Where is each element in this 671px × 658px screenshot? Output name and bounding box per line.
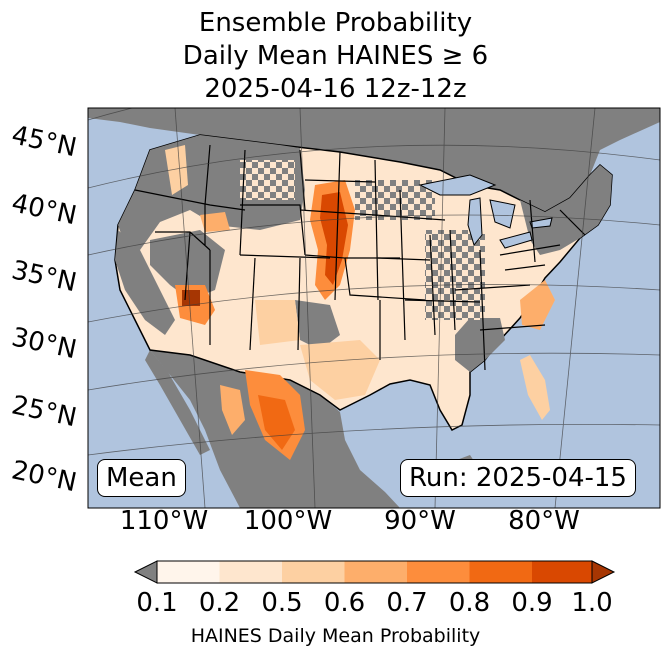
colorbar-tick-7: 0.9 <box>511 588 553 618</box>
prob-florida <box>520 355 550 420</box>
lon-label-80: 80°W <box>508 506 580 536</box>
colorbar-tick-5: 0.7 <box>386 588 428 618</box>
canada-land <box>88 108 660 212</box>
lake-superior <box>418 174 497 196</box>
nodata-northeast <box>520 165 612 255</box>
run-label-box: Run: 2025-04-15 <box>400 459 636 497</box>
title-line-2: Daily Mean HAINES ≥ 6 <box>182 41 489 71</box>
prob-baja <box>220 385 245 435</box>
lake-ontario <box>529 217 553 229</box>
colorbar-bin-3 <box>282 561 345 583</box>
prob-new-mexico <box>255 300 300 345</box>
colorbar-under-triangle <box>133 560 158 584</box>
lon-label-110: 110°W <box>119 506 209 536</box>
prob-arizona-core <box>182 290 200 306</box>
colorbar-over-triangle <box>591 560 616 584</box>
colorbar-tick-4: 0.6 <box>323 588 366 618</box>
lake-michigan <box>467 197 483 247</box>
colorbar-bin-5 <box>407 561 470 583</box>
colorbar-tick-6: 0.8 <box>448 588 491 618</box>
state-boundaries <box>134 144 586 371</box>
title-line-3: 2025-04-16 12z-12z <box>204 74 467 104</box>
colorbar-tick-1: 0.1 <box>136 588 178 618</box>
lake-erie <box>499 231 533 249</box>
colorbar-tick-3: 0.5 <box>261 588 303 618</box>
map-frame <box>87 107 661 509</box>
colorbar-bin-1 <box>157 561 220 583</box>
prob-texas <box>300 340 380 400</box>
colorbar-frame <box>156 560 593 584</box>
lon-label-90: 90°W <box>384 506 456 536</box>
baja-land <box>145 350 210 455</box>
prob-montana <box>165 145 188 195</box>
lake-huron <box>489 199 516 229</box>
prob-high-plains-core <box>320 192 348 285</box>
colorbar <box>133 560 616 584</box>
lon-label-100: 100°W <box>243 506 333 536</box>
prob-carolinas <box>520 280 555 330</box>
nodata-patchy-1 <box>355 180 435 220</box>
colorbar-bin-6 <box>469 561 532 583</box>
colorbar-label: HAINES Daily Mean Probability <box>190 625 481 647</box>
colorbar-bin-4 <box>344 561 407 583</box>
nodata-patchy-3 <box>240 160 295 200</box>
colorbar-bin-2 <box>219 561 282 583</box>
prob-sierra-madre-core <box>258 395 295 450</box>
nodata-southeast <box>455 318 505 372</box>
colorbar-bin-7 <box>532 561 592 583</box>
nodata-west-texas <box>295 300 340 350</box>
graticule <box>88 108 660 508</box>
colorbar-tick-8: 1.0 <box>571 588 613 618</box>
nodata-patchy-2 <box>425 230 485 320</box>
stat-label-box: Mean <box>97 459 186 497</box>
prob-nevada <box>200 212 230 232</box>
title-line-1: Ensemble Probability <box>198 8 473 38</box>
colorbar-tick-2: 0.2 <box>198 588 241 618</box>
nodata-california <box>115 230 175 335</box>
